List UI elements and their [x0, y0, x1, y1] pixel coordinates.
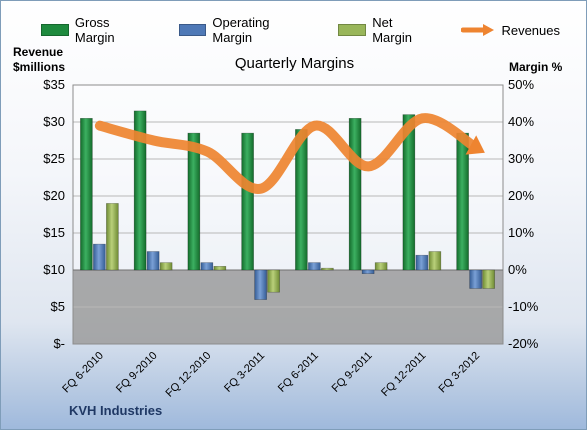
category-label: FQ 3-2011: [222, 350, 267, 395]
bar-gross-margin: [133, 110, 147, 271]
legend-item-operating-margin: Operating Margin: [178, 15, 313, 45]
category-label: FQ 3-2012: [437, 350, 483, 396]
bar-gross-margin: [80, 118, 93, 271]
left-axis-tick-label: $10: [43, 262, 65, 277]
legend-item-net-margin: Net Margin: [338, 15, 435, 45]
bar-gross-margin: [241, 132, 254, 271]
right-axis-title: Margin %: [509, 60, 563, 74]
right-axis-tick-label: -20%: [508, 336, 539, 351]
bar-net-margin: [106, 203, 119, 271]
legend: Gross Margin Operating Margin Net Margin…: [41, 15, 586, 45]
left-axis-tick-label: $5: [51, 299, 65, 314]
legend-label-gross-margin: Gross Margin: [74, 15, 115, 45]
left-axis-tick-label: $35: [43, 77, 65, 92]
left-axis-tick-label: $20: [43, 188, 65, 203]
legend-label-revenues: Revenues: [501, 22, 560, 38]
category-label: FQ 12-2011: [379, 350, 428, 399]
plot-border: [72, 84, 504, 345]
legend-swatch-operating-margin: [178, 24, 207, 36]
left-axis-tick-label: $15: [43, 225, 65, 240]
left-axis-tick-label: $-: [53, 336, 65, 351]
bar-operating-margin: [146, 251, 160, 271]
legend-swatch-gross-margin: [41, 24, 69, 36]
left-axis-tick-label: $30: [43, 114, 65, 129]
legend-swatch-net-margin: [338, 24, 367, 36]
bar-gross-margin: [348, 118, 362, 271]
legend-label-net-margin: Net Margin: [372, 15, 412, 45]
revenues-line: [94, 113, 482, 194]
bar-operating-margin: [93, 243, 106, 271]
right-axis-tick-label: -10%: [508, 299, 539, 314]
left-axis-title-line2: $millions: [13, 60, 66, 74]
left-axis-title: Revenue $millions: [13, 45, 65, 75]
legend-item-revenues: Revenues: [461, 23, 560, 38]
left-axis-tick-label: $25: [43, 151, 65, 166]
category-label: FQ 12-2010: [164, 350, 214, 400]
bar-operating-margin: [200, 262, 214, 271]
bar-net-margin: [159, 262, 173, 271]
category-label: FQ 6-2010: [60, 350, 106, 396]
chart-title: Quarterly Margins: [234, 55, 355, 72]
category-label: FQ 9-2011: [330, 350, 375, 395]
legend-item-gross-margin: Gross Margin: [41, 15, 153, 45]
bar-gross-margin: [187, 132, 201, 271]
bar-operating-margin: [361, 269, 375, 274]
right-axis-tick-label: 40%: [508, 114, 534, 129]
revenues-arrowhead: [465, 135, 485, 155]
legend-label-operating-margin: Operating Margin: [212, 15, 270, 45]
bar-net-margin: [374, 262, 388, 271]
right-axis-tick-label: 20%: [508, 188, 534, 203]
revenues-arrow-icon: [461, 24, 495, 36]
right-axis-tick-label: 0%: [508, 262, 527, 277]
bar-operating-margin: [415, 254, 429, 271]
bar-net-margin: [213, 265, 227, 271]
bar-net-margin: [321, 267, 334, 271]
bar-operating-margin: [308, 262, 321, 271]
right-axis-tick-label: 10%: [508, 225, 534, 240]
right-axis-tick-label: 30%: [508, 151, 534, 166]
bar-net-margin: [428, 251, 442, 271]
bar-operating-margin: [469, 269, 482, 289]
company-name: KVH Industries: [69, 403, 163, 418]
bar-gross-margin: [402, 114, 416, 271]
category-label: FQ 9-2010: [114, 350, 160, 396]
right-axis-tick-label: 50%: [508, 77, 534, 92]
left-axis-title-line1: Revenue: [13, 45, 64, 59]
category-label: FQ 6-2011: [276, 350, 321, 395]
bar-net-margin: [267, 269, 280, 293]
bar-net-margin: [482, 269, 495, 289]
bar-operating-margin: [254, 269, 267, 300]
